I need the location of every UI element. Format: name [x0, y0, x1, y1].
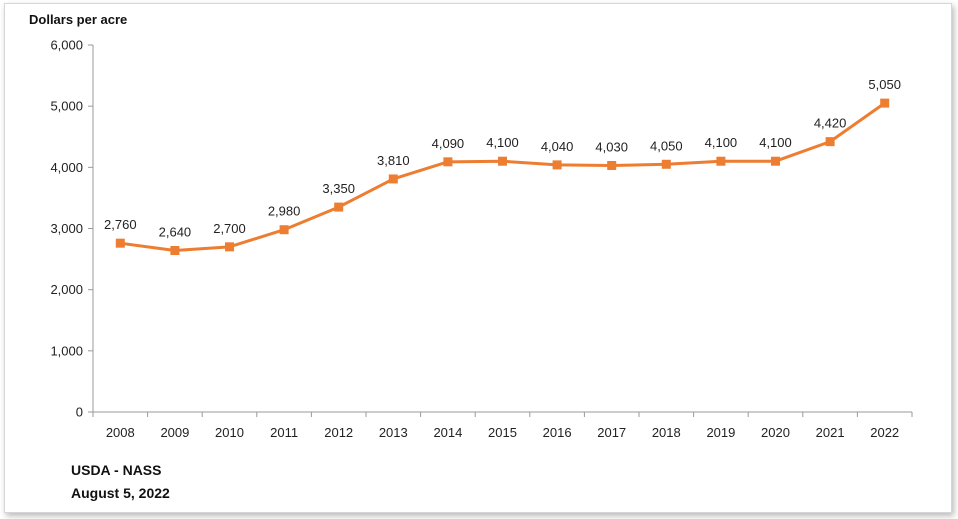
y-tick-label: 5,000	[50, 99, 83, 114]
y-tick-label: 2,000	[50, 282, 83, 297]
data-label: 3,350	[322, 181, 355, 196]
data-labels-group: 2,760 2,640 2,700 2,980 3,350 3,810 4,090 4,100…	[104, 77, 901, 239]
data-point-marker	[771, 156, 780, 166]
x-tick-label: 2021	[816, 425, 845, 440]
data-point-marker	[388, 174, 398, 184]
source-date: August 5, 2022	[71, 485, 170, 501]
data-point-marker	[443, 157, 453, 167]
data-point-marker	[498, 156, 507, 166]
data-label: 4,100	[705, 135, 738, 150]
data-label: 2,700	[213, 221, 246, 236]
x-axis-ticks: 2008 2009 2010 2011 2012 2013 2014 2015 2016 2017…	[92, 412, 913, 440]
data-point-marker	[115, 238, 125, 248]
x-tick-label: 2010	[215, 425, 244, 440]
source-agency: USDA - NASS	[71, 462, 162, 478]
data-point-marker	[880, 98, 890, 108]
data-point-marker	[716, 156, 726, 166]
x-tick-label: 2019	[706, 425, 735, 440]
y-tick-label: 3,000	[50, 221, 83, 236]
y-axis-title: Dollars per acre	[29, 12, 127, 27]
land-value-line-chart: Dollars per acre 0 1,000 2,000 3,000 4,000 5,…	[29, 12, 913, 440]
x-tick-label: 2013	[379, 425, 408, 440]
data-label: 4,420	[814, 116, 847, 131]
data-point-marker	[825, 137, 835, 147]
y-tick-label: 6,000	[50, 38, 83, 53]
x-tick-label: 2011	[270, 425, 298, 440]
x-tick-label: 2014	[433, 425, 462, 440]
x-tick-label: 2009	[160, 425, 189, 440]
data-label: 4,030	[595, 139, 628, 154]
data-label: 3,810	[377, 153, 410, 168]
x-tick-label: 2020	[761, 425, 790, 440]
data-label: 4,100	[759, 135, 792, 150]
x-tick-label: 2016	[543, 425, 572, 440]
data-point-marker	[279, 225, 289, 235]
y-axis-ticks: 0 1,000 2,000 3,000 4,000 5,000 6,000	[50, 38, 93, 420]
data-label: 2,980	[268, 204, 301, 219]
x-tick-label: 2022	[870, 425, 899, 440]
chart-frame: Dollars per acre 0 1,000 2,000 3,000 4,000 5,…	[4, 3, 952, 513]
data-point-marker	[661, 159, 671, 169]
data-point-marker	[334, 202, 344, 212]
series-line-group	[115, 98, 890, 256]
data-label: 4,100	[486, 135, 519, 150]
data-label: 5,050	[868, 77, 901, 92]
x-tick-label: 2012	[324, 425, 353, 440]
data-point-marker	[607, 160, 617, 170]
data-label: 4,050	[650, 138, 683, 153]
x-tick-label: 2017	[597, 425, 626, 440]
y-tick-label: 1,000	[50, 343, 83, 358]
data-label: 4,040	[541, 139, 574, 154]
data-point-marker	[170, 246, 180, 256]
y-tick-label: 4,000	[50, 160, 83, 175]
y-tick-label: 0	[76, 405, 83, 420]
data-point-marker	[225, 242, 234, 252]
x-tick-label: 2008	[106, 425, 135, 440]
x-tick-label: 2018	[652, 425, 681, 440]
data-label: 4,090	[432, 136, 465, 151]
data-label: 2,640	[159, 225, 192, 240]
data-point-marker	[552, 160, 562, 170]
data-label: 2,760	[104, 217, 137, 232]
x-tick-label: 2015	[488, 425, 517, 440]
